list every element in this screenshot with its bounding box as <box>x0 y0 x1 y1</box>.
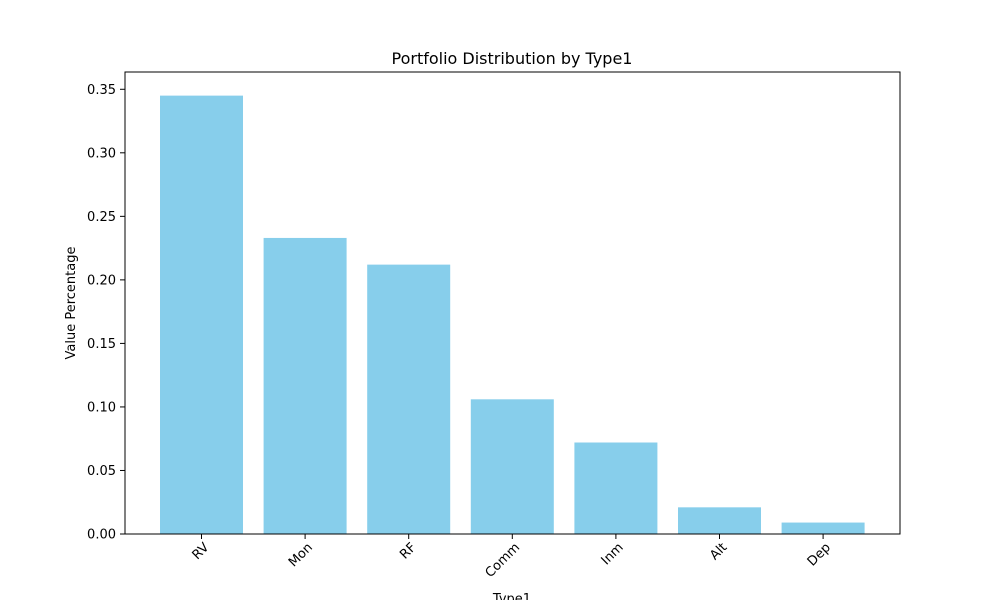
y-tick-label: 0.15 <box>87 337 116 352</box>
bar-mon <box>263 237 347 534</box>
y-axis-label: Value Percentage <box>64 247 79 360</box>
x-tick-label: RF <box>397 540 419 562</box>
x-axis-label: Type1 <box>492 592 531 600</box>
x-tick-label: Comm <box>483 540 524 581</box>
x-tick-label: Dep <box>805 540 834 569</box>
bar-alt <box>678 507 761 534</box>
x-tick-label: Alt <box>707 540 730 563</box>
bar-rv <box>160 95 243 534</box>
y-tick-label: 0.35 <box>87 83 116 98</box>
y-tick-label: 0.25 <box>87 210 116 225</box>
x-tick-label: RV <box>190 540 213 563</box>
bar-comm <box>470 399 554 534</box>
plot-frame <box>124 71 901 535</box>
bar-rf <box>367 264 451 534</box>
bar-inm <box>574 442 658 534</box>
y-tick-label: 0.20 <box>87 273 116 288</box>
y-tick-label: 0.10 <box>87 400 116 415</box>
chart-title: Portfolio Distribution by Type1 <box>392 49 633 68</box>
y-tick-label: 0.05 <box>87 464 116 479</box>
y-tick-label: 0.30 <box>87 146 116 161</box>
x-tick-label: Inm <box>599 540 627 568</box>
x-tick-label: Mon <box>286 540 316 570</box>
plot-area: RV Mon RF Comm Inm Alt Dep 0.00 0.05 0.10 0.15 0.20… <box>87 71 901 581</box>
y-tick-label: 0.00 <box>87 528 116 543</box>
bar-dep <box>781 522 865 534</box>
